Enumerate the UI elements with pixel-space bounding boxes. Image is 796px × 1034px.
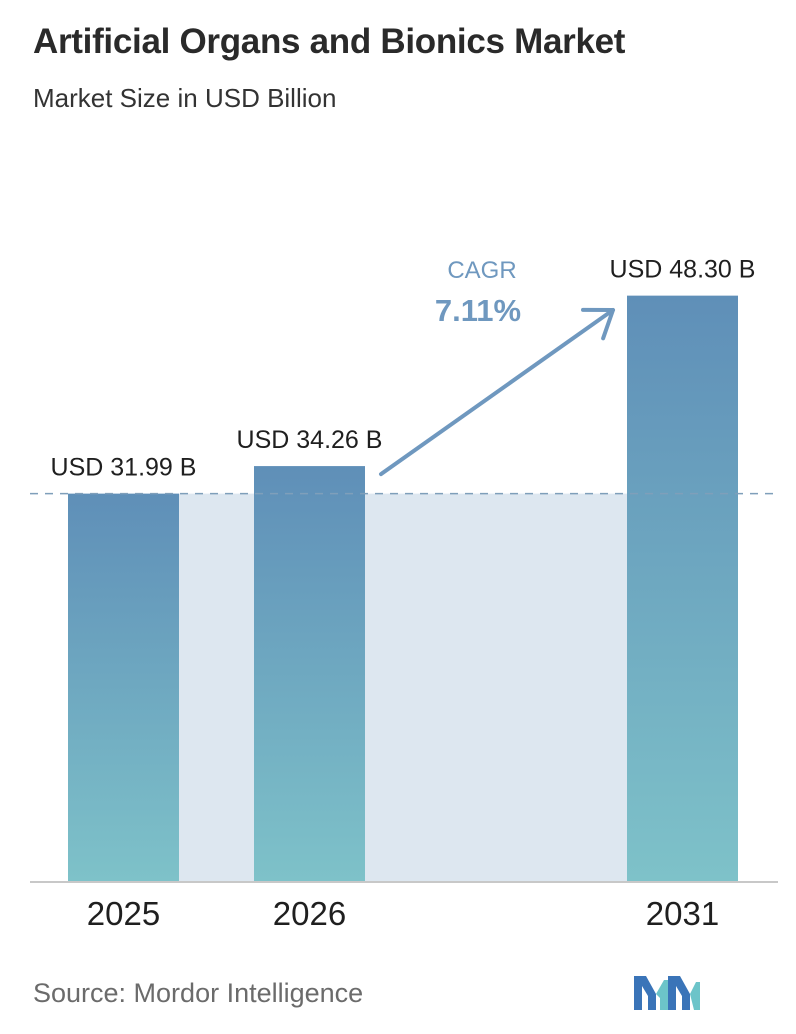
data-label-2025: USD 31.99 B — [51, 454, 197, 482]
mordor-intelligence-logo-icon — [634, 976, 700, 1010]
bar-chart: USD 31.99 B USD 34.26 B USD 48.30 B 2025 20… — [30, 256, 778, 932]
reference-band — [68, 493, 738, 882]
bar-2025 — [68, 493, 179, 882]
bar-2031 — [627, 295, 738, 882]
chart-subtitle: Market Size in USD Billion — [33, 83, 337, 113]
x-tick-2031: 2031 — [646, 895, 719, 932]
x-tick-2026: 2026 — [273, 895, 346, 932]
x-tick-2025: 2025 — [87, 895, 160, 932]
cagr-value: 7.11% — [435, 293, 521, 328]
cagr-label: CAGR — [447, 257, 516, 284]
cagr-arrow-head-icon — [581, 307, 615, 341]
chart-title: Artificial Organs and Bionics Market — [33, 22, 626, 61]
source-note: Source: Mordor Intelligence — [33, 978, 364, 1008]
data-label-2026: USD 34.26 B — [237, 426, 383, 454]
cagr-arrow — [379, 308, 615, 477]
data-label-2031: USD 48.30 B — [610, 256, 756, 284]
bar-2026 — [254, 466, 365, 882]
